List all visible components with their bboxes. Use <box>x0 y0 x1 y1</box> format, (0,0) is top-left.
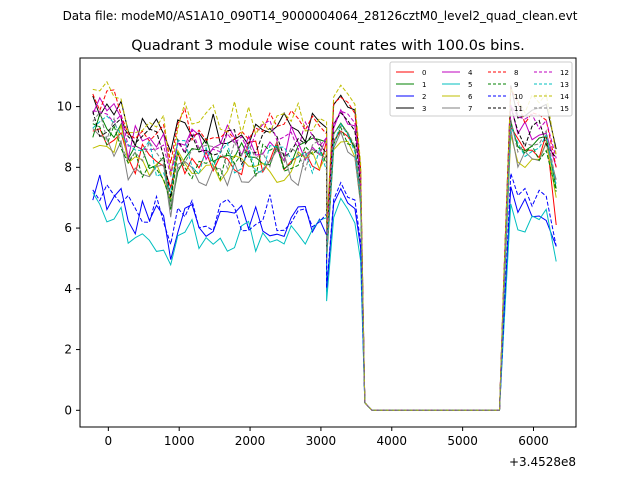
x-tick-label: 1000 <box>164 434 195 448</box>
legend-label: 4 <box>468 69 473 77</box>
x-tick-label: 5000 <box>447 434 478 448</box>
x-tick-label: 2000 <box>235 434 266 448</box>
chart-title: Quadrant 3 module wise count rates with … <box>131 38 525 54</box>
legend-label: 5 <box>468 81 472 89</box>
legend-label: 14 <box>560 93 569 101</box>
x-tick-label: 6000 <box>518 434 549 448</box>
legend-label: 15 <box>560 105 569 113</box>
series-line-7 <box>92 128 557 411</box>
series-line-0 <box>92 125 557 411</box>
y-tick-label: 0 <box>64 403 72 417</box>
series-line-4 <box>92 96 557 411</box>
series-line-10 <box>92 173 557 411</box>
legend-label: 2 <box>422 93 426 101</box>
legend-label: 13 <box>560 81 569 89</box>
y-tick-label: 8 <box>64 160 72 174</box>
legend-label: 1 <box>422 81 426 89</box>
legend-label: 12 <box>560 69 569 77</box>
legend-label: 9 <box>514 81 518 89</box>
plot-frame <box>79 57 577 428</box>
legend-label: 10 <box>514 93 523 101</box>
y-tick-label: 4 <box>64 282 72 296</box>
x-tick-label: 4000 <box>376 434 407 448</box>
legend-label: 0 <box>422 69 426 77</box>
legend-label: 11 <box>514 105 523 113</box>
series-line-5 <box>92 192 557 411</box>
series-line-9 <box>92 123 557 411</box>
x-tick-label: 0 <box>105 434 113 448</box>
y-tick-label: 2 <box>64 343 72 357</box>
legend-label: 6 <box>468 93 473 101</box>
suptitle: Data file: modeM0/AS1A10_090T14_90000040… <box>63 9 578 23</box>
series-line-8 <box>92 87 557 411</box>
legend-label: 8 <box>514 69 518 77</box>
x-tick-label: 3000 <box>306 434 337 448</box>
y-tick-label: 10 <box>57 100 72 114</box>
x-axis: 0 1000 2000 3000 4000 5000 6000 <box>105 427 549 448</box>
series-line-15 <box>92 111 557 411</box>
y-tick-label: 6 <box>64 221 72 235</box>
legend-box <box>389 61 573 117</box>
legend-label: 3 <box>422 105 426 113</box>
series-line-6 <box>92 124 557 411</box>
legend-label: 7 <box>468 105 472 113</box>
series-lines <box>92 80 557 411</box>
y-axis: 0 2 4 6 8 10 <box>57 100 80 417</box>
series-line-3 <box>92 85 557 411</box>
x-offset-label: +3.4528e8 <box>509 455 576 469</box>
series-line-2 <box>92 174 557 411</box>
